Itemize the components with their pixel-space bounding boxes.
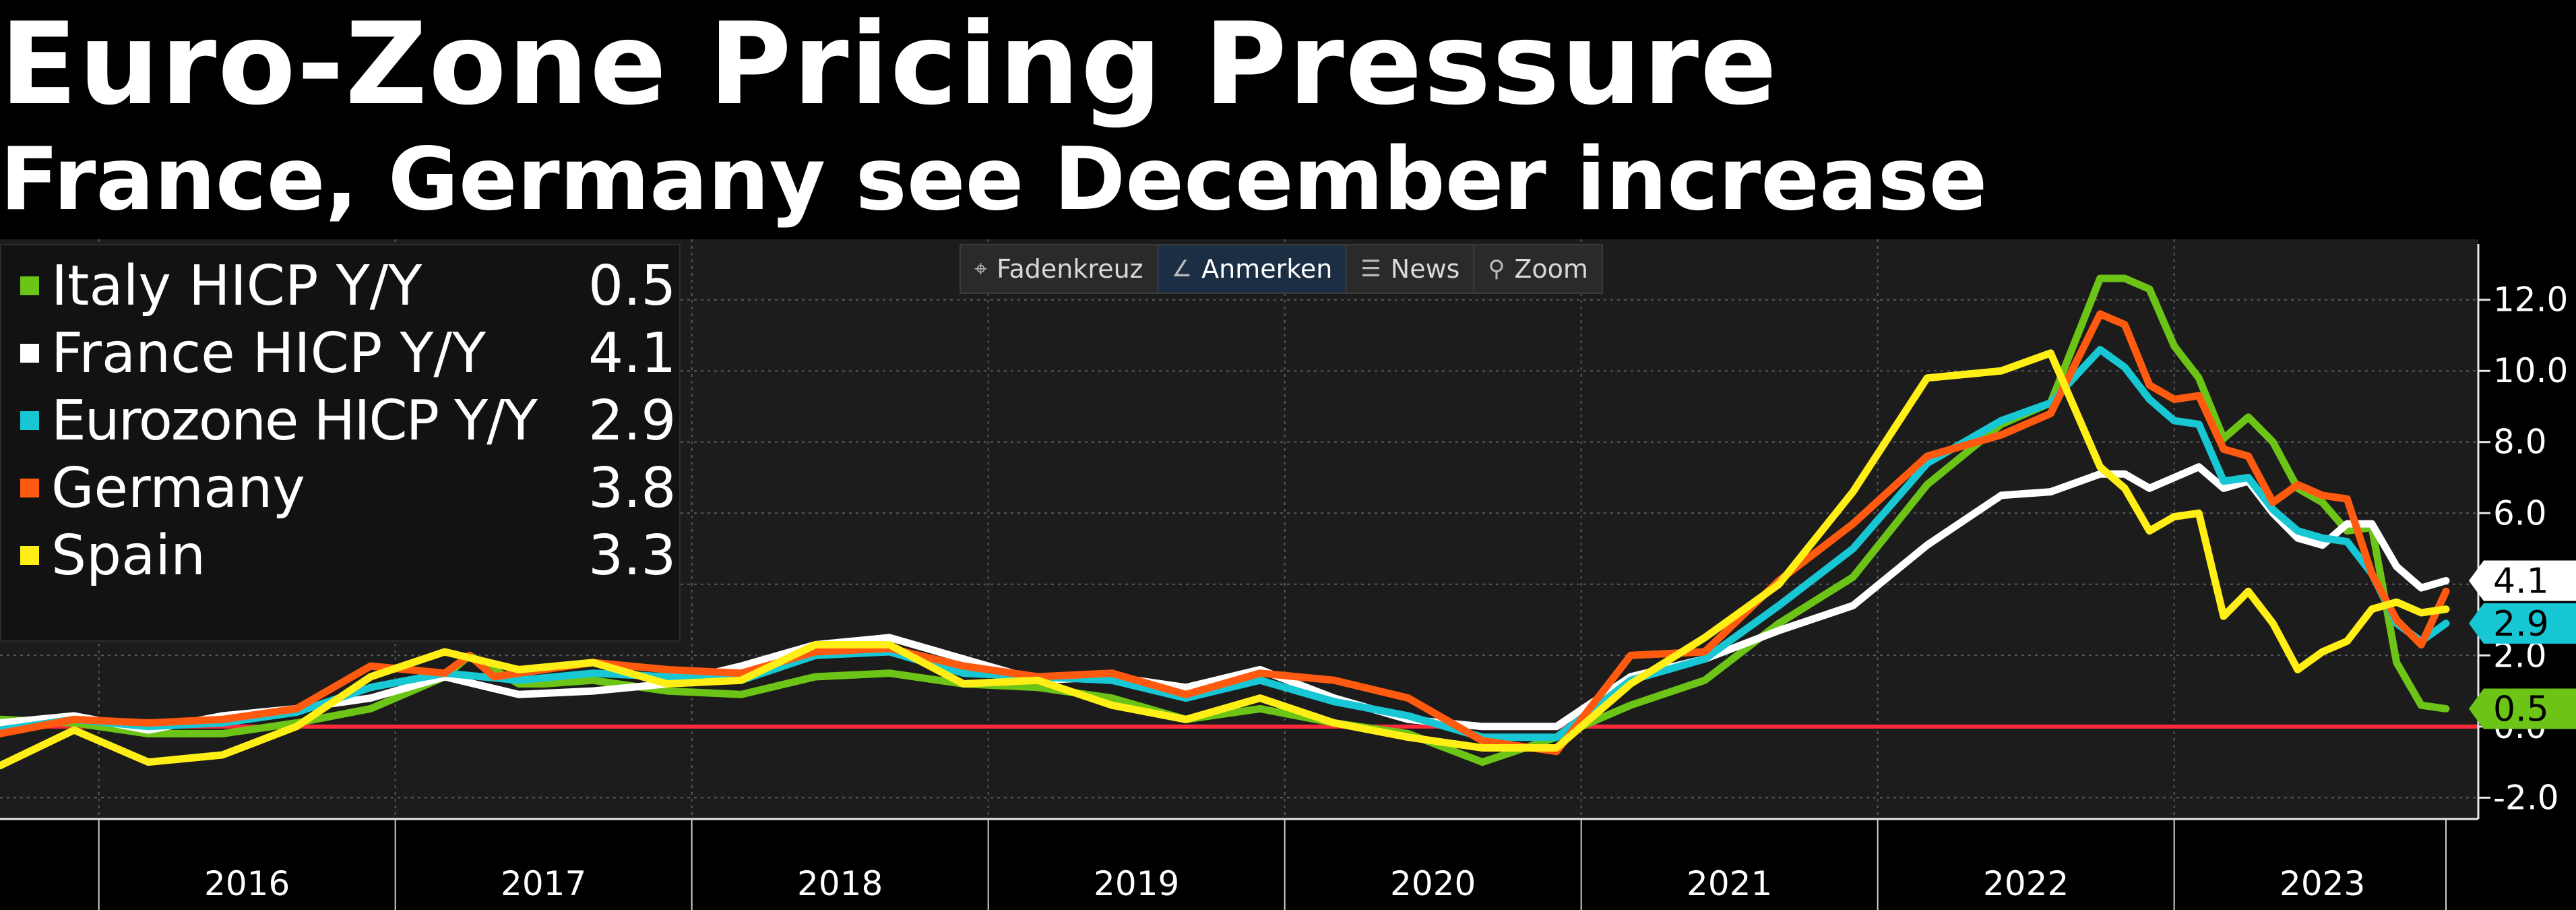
line-chart[interactable]: 12.010.08.06.04.02.00.0-2.0 201620172018… — [0, 239, 2576, 910]
last-value-tag: 4.1 — [2469, 560, 2576, 602]
zoom-button[interactable]: ⚲ Zoom — [1474, 245, 1601, 293]
news-button[interactable]: ☰ News — [1347, 245, 1475, 293]
crosshair-icon: ⌖ — [974, 255, 988, 282]
last-value-tag-text: 2.9 — [2493, 604, 2549, 644]
x-tick-label: 2021 — [1687, 864, 1772, 903]
chart-toolbar: ⌖ Fadenkreuz ∠ Anmerken ☰ News ⚲ Zoom — [960, 244, 1603, 294]
y-tick-label: 8.0 — [2493, 423, 2547, 462]
legend-label: France HICP Y/Y — [51, 321, 486, 386]
legend-item-eurozone[interactable]: Eurozone HICP Y/Y 2.9 — [20, 387, 681, 454]
legend-label: Germany — [51, 456, 305, 520]
legend-label: Eurozone HICP Y/Y — [51, 388, 538, 453]
x-tick-label: 2020 — [1390, 864, 1476, 903]
last-value-tag-text: 0.5 — [2493, 689, 2549, 729]
legend-value: 0.5 — [588, 253, 677, 318]
legend-value: 4.1 — [588, 321, 677, 386]
last-value-tag-box — [2469, 603, 2576, 644]
x-axis-ticks: 2016 2017 2018 2019 2020 2021 2022 2023 — [98, 819, 2447, 910]
last-value-tag: 2.9 — [2469, 603, 2576, 644]
legend-swatch — [20, 546, 39, 565]
news-label: News — [1390, 254, 1460, 284]
x-tick-label: 2023 — [2280, 864, 2365, 903]
magnifier-icon: ⚲ — [1488, 255, 1505, 282]
legend-item-spain[interactable]: Spain 3.3 — [20, 522, 681, 589]
y-axis-ticks: 12.010.08.06.04.02.00.0-2.0 — [2478, 280, 2568, 817]
x-tick-label: 2016 — [204, 864, 290, 903]
last-value-tag-box — [2469, 688, 2576, 729]
legend-item-italy[interactable]: Italy HICP Y/Y 0.5 — [20, 252, 681, 320]
last-value-tag-text: 4.1 — [2493, 562, 2549, 602]
chart-subtitle: France, Germany see December increase — [0, 129, 1988, 230]
news-icon: ☰ — [1360, 255, 1381, 282]
legend-swatch — [20, 344, 39, 363]
annotate-label: Anmerken — [1201, 254, 1333, 284]
last-value-tag-box — [2469, 560, 2576, 601]
legend-label: Spain — [51, 523, 206, 588]
series-line-spain — [0, 349, 2450, 770]
legend-label: Italy HICP Y/Y — [51, 253, 422, 318]
y-tick-label: 12.0 — [2493, 280, 2568, 320]
crosshair-label: Fadenkreuz — [997, 254, 1143, 284]
legend-value: 2.9 — [588, 388, 677, 453]
x-tick-label: 2017 — [501, 864, 586, 903]
zoom-label: Zoom — [1514, 254, 1588, 284]
legend-value: 3.3 — [588, 523, 677, 588]
series-lines — [0, 274, 2450, 770]
legend-item-germany[interactable]: Germany 3.8 — [20, 454, 681, 522]
pen-icon: ∠ — [1171, 255, 1193, 282]
last-value-labels: 4.12.9 0.5 — [2469, 560, 2576, 729]
annotate-button[interactable]: ∠ Anmerken — [1158, 245, 1348, 293]
legend-item-france[interactable]: France HICP Y/Y 4.1 — [20, 320, 681, 387]
legend-swatch — [20, 411, 39, 430]
last-value-tag: 0.5 — [2469, 688, 2576, 729]
x-tick-label: 2018 — [797, 864, 883, 903]
y-tick-label: 10.0 — [2493, 351, 2568, 390]
y-tick-label: 6.0 — [2493, 493, 2547, 533]
legend-panel: Italy HICP Y/Y 0.5 France HICP Y/Y 4.1 E… — [0, 244, 681, 642]
x-tick-label: 2019 — [1094, 864, 1179, 903]
legend-swatch — [20, 276, 39, 295]
y-tick-label: -2.0 — [2493, 778, 2559, 817]
legend-swatch — [20, 479, 39, 497]
x-tick-label: 2022 — [1983, 864, 2069, 903]
legend-value: 3.8 — [588, 456, 677, 520]
crosshair-button[interactable]: ⌖ Fadenkreuz — [961, 245, 1158, 293]
chart-title: Euro-Zone Pricing Pressure — [0, 0, 1779, 130]
